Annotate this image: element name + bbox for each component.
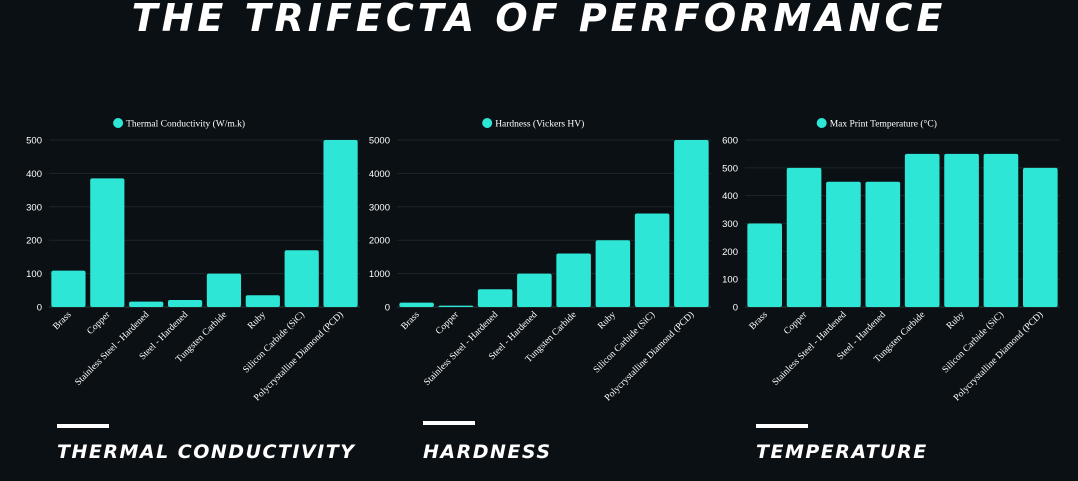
- x-tick-label: Stainless Steel - Hardened: [771, 310, 849, 388]
- x-tick-label: Ruby: [596, 310, 618, 332]
- y-tick-label: 400: [26, 169, 42, 180]
- bar-ruby: [944, 153, 979, 307]
- bar-brass: [51, 270, 86, 307]
- bar-tungsten-carbide: [556, 253, 591, 307]
- bar-stainless-steel-hardened: [477, 289, 513, 307]
- x-tick-label: Copper: [782, 309, 809, 336]
- page-title: THE TRIFECTA OF PERFORMANCE: [131, 0, 947, 40]
- bar-ruby: [245, 295, 280, 307]
- y-tick-label: 0: [385, 303, 390, 314]
- bar-brass: [399, 302, 434, 307]
- bar-polycrystalline-diamond-pcd-: [1022, 167, 1058, 307]
- chart-2: Max Print Temperature (°C) 0 100 200 300 400 5…: [722, 118, 1060, 403]
- x-tick-label: Brass: [52, 310, 74, 332]
- heading-rule: [423, 421, 475, 425]
- y-tick-label: 500: [722, 163, 738, 174]
- bar-silicon-carbide-sic-: [983, 153, 1019, 307]
- bar-ruby: [595, 240, 631, 307]
- x-tick-label: Brass: [400, 310, 422, 332]
- legend-swatch: [113, 118, 124, 128]
- bar-copper: [90, 178, 125, 307]
- x-tick-label: Brass: [748, 310, 770, 332]
- x-tick-label: Copper: [86, 309, 113, 336]
- y-tick-label: 300: [722, 219, 738, 230]
- bar-silicon-carbide-sic-: [634, 213, 670, 307]
- bar-steel-hardened: [167, 299, 203, 307]
- heading-temperature: TEMPERATURE: [756, 441, 928, 463]
- heading-thermal-conductivity: THERMAL CONDUCTIVITY: [57, 441, 356, 463]
- bar-steel-hardened: [517, 273, 552, 307]
- heading-rule: [57, 424, 109, 428]
- bar-polycrystalline-diamond-pcd-: [323, 140, 358, 307]
- y-tick-label: 200: [26, 236, 42, 247]
- y-tick-label: 1000: [369, 269, 390, 280]
- bar-copper: [438, 305, 474, 307]
- legend-swatch: [482, 118, 493, 128]
- heading-rule: [756, 424, 808, 428]
- bar-tungsten-carbide: [206, 273, 242, 307]
- bar-silicon-carbide-sic-: [284, 250, 319, 307]
- legend-label: Hardness (Vickers HV): [495, 119, 584, 130]
- x-tick-label: Ruby: [246, 310, 268, 332]
- bar-stainless-steel-hardened: [129, 301, 164, 307]
- y-tick-label: 100: [26, 269, 42, 280]
- bar-steel-hardened: [865, 181, 901, 307]
- y-tick-label: 2000: [369, 236, 390, 247]
- x-tick-label: Stainless Steel - Hardened: [74, 310, 152, 388]
- legend-label: Max Print Temperature (°C): [830, 119, 937, 130]
- y-tick-label: 0: [733, 303, 738, 314]
- chart-0: Thermal Conductivity (W/m.k) 0 100 200 300 40…: [26, 118, 360, 403]
- heading-hardness: HARDNESS: [423, 441, 552, 463]
- bar-copper: [786, 167, 822, 307]
- legend-swatch: [816, 118, 827, 128]
- y-tick-label: 3000: [369, 202, 390, 213]
- y-tick-label: 200: [722, 247, 738, 258]
- x-tick-label: Ruby: [945, 310, 967, 332]
- x-tick-label: Stainless Steel - Hardened: [422, 310, 500, 388]
- y-tick-label: 500: [26, 136, 42, 147]
- y-tick-label: 5000: [369, 136, 390, 147]
- y-tick-label: 4000: [369, 169, 390, 180]
- y-tick-label: 300: [26, 202, 42, 213]
- bar-stainless-steel-hardened: [826, 181, 861, 307]
- y-tick-label: 100: [722, 275, 738, 286]
- legend-label: Thermal Conductivity (W/m.k): [126, 119, 245, 130]
- chart-1: Hardness (Vickers HV) 0 1000 2000 3000 4000 50…: [369, 118, 711, 403]
- x-tick-label: Copper: [434, 309, 461, 336]
- y-tick-label: 600: [722, 136, 738, 147]
- y-tick-label: 400: [722, 191, 738, 202]
- bar-tungsten-carbide: [904, 153, 940, 307]
- bar-polycrystalline-diamond-pcd-: [674, 140, 709, 307]
- y-tick-label: 0: [37, 303, 42, 314]
- bar-brass: [747, 223, 783, 307]
